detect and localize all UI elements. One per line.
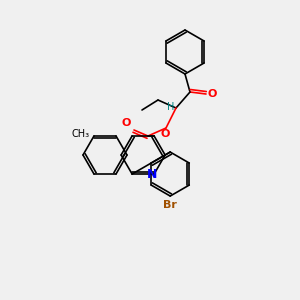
Text: O: O: [207, 89, 216, 99]
Text: O: O: [160, 129, 170, 139]
Text: O: O: [122, 118, 131, 128]
Text: CH₃: CH₃: [72, 129, 90, 139]
Text: Br: Br: [163, 200, 177, 210]
Text: N: N: [147, 168, 157, 181]
Text: H: H: [167, 102, 174, 112]
